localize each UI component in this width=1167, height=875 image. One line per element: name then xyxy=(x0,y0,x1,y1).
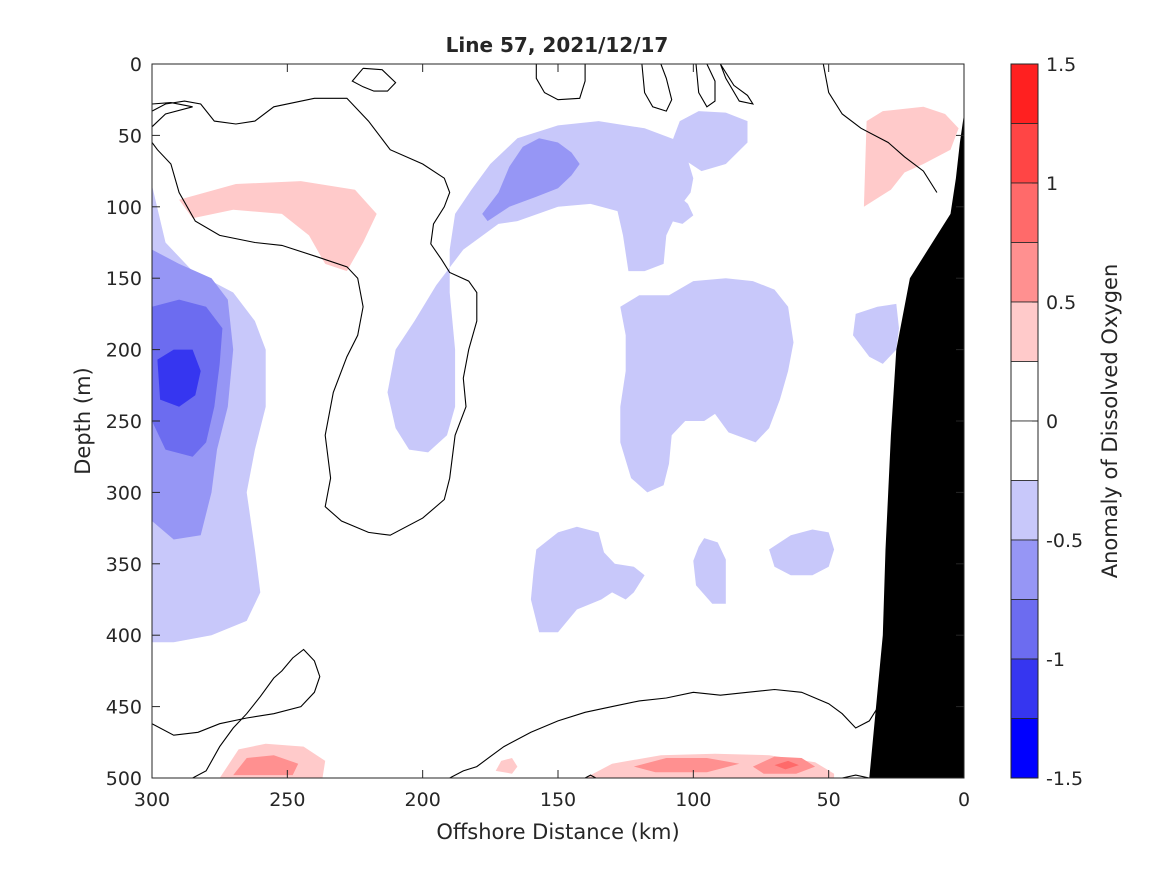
colorbar-swatch-11 xyxy=(1010,658,1039,719)
colorbar-swatch-7 xyxy=(1010,420,1039,481)
x-axis: 300 250 200 150 100 50 0 xyxy=(134,64,970,811)
colorbar-swatch-9 xyxy=(1010,539,1039,600)
zero-contour-line-12 xyxy=(584,774,597,778)
zero-contour-line-7 xyxy=(719,64,755,105)
colorbar-tick-label: -1.5 xyxy=(1046,768,1083,790)
colorbar-swatch-1 xyxy=(1010,63,1039,124)
y-tick-label: 250 xyxy=(106,411,142,433)
y-tick-label: 300 xyxy=(106,482,142,504)
x-tick-label: 100 xyxy=(675,789,711,811)
zero-contour-layer xyxy=(152,64,938,778)
anomaly-region-2 xyxy=(863,106,959,207)
zero-contour-line-5 xyxy=(641,64,673,112)
y-axis: 0 50 100 150 200 250 300 350 400 450 500 xyxy=(106,54,964,790)
anomaly-region-18 xyxy=(671,111,748,172)
anomaly-region-10 xyxy=(495,758,518,774)
colorbar-swatch-6 xyxy=(1010,361,1039,422)
colorbar-swatch-3 xyxy=(1010,182,1039,243)
zero-contour-line-11 xyxy=(842,774,870,778)
anomaly-region-1 xyxy=(179,181,377,272)
plot-area: 300 250 200 150 100 50 0 050100150200250300350… xyxy=(106,54,970,811)
y-tick-label: 0 xyxy=(130,54,142,76)
y-tick-label: 450 xyxy=(106,697,142,719)
anomaly-region-14 xyxy=(157,349,201,407)
colorbar-tick-label: -1 xyxy=(1046,649,1065,671)
colorbar-label: Anomaly of Dissolved Oxygen xyxy=(1098,264,1122,579)
y-tick-label: 150 xyxy=(106,268,142,290)
colorbar-tick-label: 0.5 xyxy=(1046,292,1076,314)
contour-fill-layer xyxy=(152,106,959,778)
x-tick-label: 200 xyxy=(405,789,441,811)
anomaly-region-21 xyxy=(530,526,645,633)
topography-layer xyxy=(869,114,964,778)
x-tick-label: 150 xyxy=(540,789,576,811)
anomaly-region-22 xyxy=(693,538,726,604)
colorbar xyxy=(1010,63,1039,779)
y-tick-label: 400 xyxy=(106,625,142,647)
anomaly-region-15 xyxy=(387,121,694,453)
chart-title: Line 57, 2021/12/17 xyxy=(446,33,669,57)
y-tick-label: 100 xyxy=(106,197,142,219)
colorbar-swatch-8 xyxy=(1010,480,1039,541)
colorbar-swatch-2 xyxy=(1010,123,1039,184)
zero-contour-line-4 xyxy=(535,64,586,101)
colorbar-swatch-5 xyxy=(1010,301,1039,362)
x-tick-label: 300 xyxy=(134,789,170,811)
colorbar-swatch-10 xyxy=(1010,599,1039,660)
anomaly-region-8 xyxy=(774,760,799,770)
colorbar-tick-label: 1.5 xyxy=(1046,54,1076,76)
anomaly-region-16 xyxy=(482,138,580,222)
anomaly-region-17 xyxy=(620,278,794,493)
zero-contour-line-3 xyxy=(351,67,397,92)
anomaly-region-20 xyxy=(853,303,899,364)
colorbar-tick-label: 0 xyxy=(1046,411,1058,433)
colorbar-swatch-4 xyxy=(1010,242,1039,303)
zero-contour-line-10 xyxy=(449,688,884,778)
seafloor-topography xyxy=(869,114,964,778)
colorbar-swatch-12 xyxy=(1010,718,1039,779)
y-tick-label: 200 xyxy=(106,340,142,362)
x-tick-label: 50 xyxy=(817,789,841,811)
colorbar-tick-label: -0.5 xyxy=(1046,530,1083,552)
x-tick-label: 250 xyxy=(269,789,305,811)
anomaly-region-6 xyxy=(633,758,740,773)
y-tick-label: 350 xyxy=(106,554,142,576)
zero-contour-line-1 xyxy=(152,97,478,536)
y-tick-label: 500 xyxy=(106,768,142,790)
zero-contour-line-8 xyxy=(822,64,938,193)
x-axis-label: Offshore Distance (km) xyxy=(436,820,679,844)
anomaly-region-4 xyxy=(233,755,299,776)
zero-contour-line-2 xyxy=(152,102,193,128)
zero-contour-line-9 xyxy=(152,648,321,778)
anomaly-region-19 xyxy=(660,189,694,224)
colorbar-tick-label: 1 xyxy=(1046,173,1058,195)
zero-contour-line-6 xyxy=(695,64,716,108)
y-tick-label: 50 xyxy=(118,125,142,147)
anomaly-region-23 xyxy=(769,529,835,576)
colorbar-axis: 1.5 1 0.5 0 -0.5 -1 -1.5 xyxy=(1032,54,1083,790)
x-tick-label: 0 xyxy=(958,789,970,811)
y-axis-label: Depth (m) xyxy=(71,367,95,474)
